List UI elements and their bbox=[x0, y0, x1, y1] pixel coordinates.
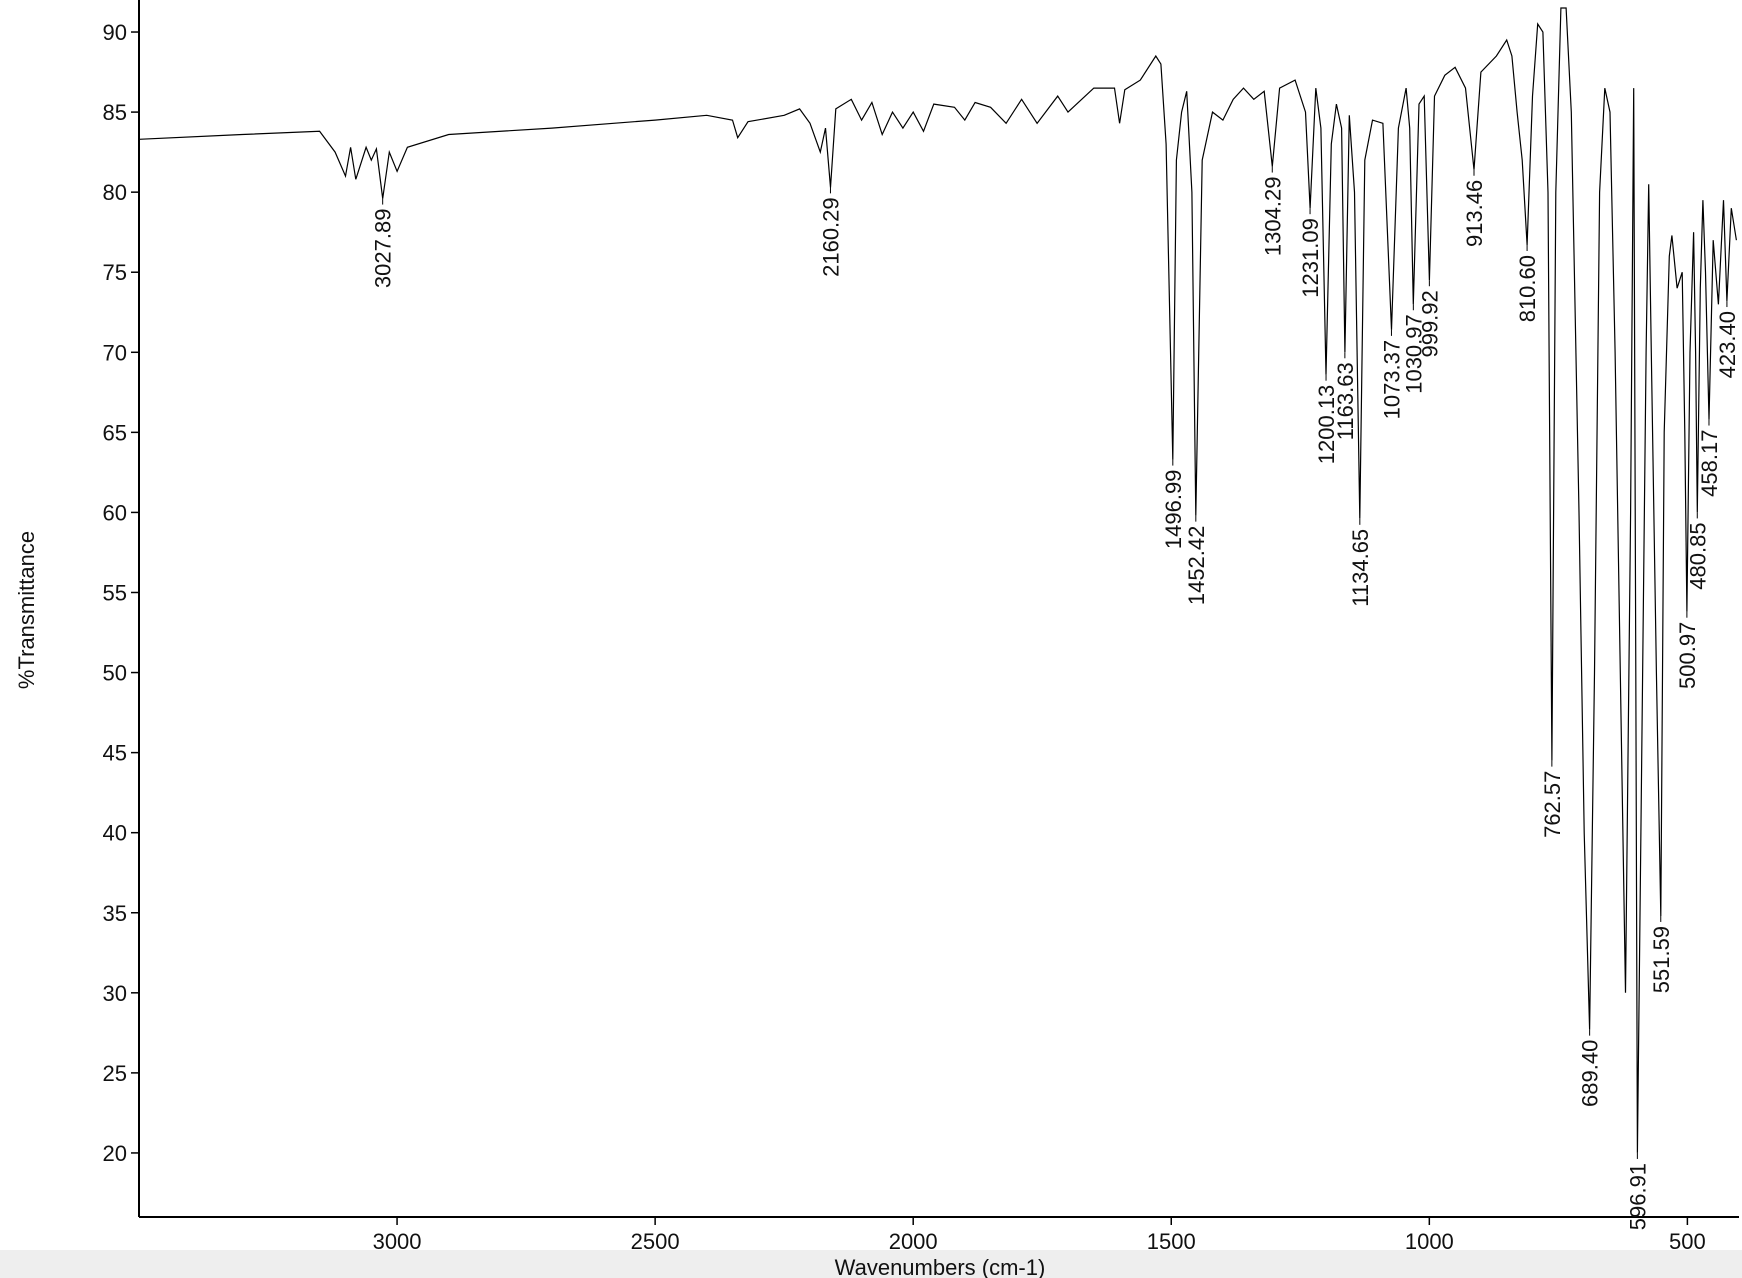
x-tick-label: 500 bbox=[1669, 1229, 1706, 1254]
x-axis-label: Wavenumbers (cm-1) bbox=[835, 1255, 1046, 1278]
y-tick-label: 20 bbox=[103, 1141, 127, 1166]
peak-label: 689.40 bbox=[1578, 1040, 1603, 1107]
peak-label: 762.57 bbox=[1540, 771, 1565, 838]
peak-label: 1200.13 bbox=[1314, 385, 1339, 465]
peak-label: 810.60 bbox=[1515, 255, 1540, 322]
peak-label: 3027.89 bbox=[371, 209, 396, 289]
y-tick-label: 50 bbox=[103, 661, 127, 686]
peak-label: 1304.29 bbox=[1260, 177, 1285, 257]
peak-label: 423.40 bbox=[1715, 311, 1740, 378]
y-tick-label: 45 bbox=[103, 741, 127, 766]
peak-label: 551.59 bbox=[1649, 926, 1674, 993]
peak-label: 1030.97 bbox=[1401, 314, 1426, 394]
peak-label: 1231.09 bbox=[1298, 218, 1323, 298]
y-axis-label: %Transmittance bbox=[14, 531, 39, 689]
peak-label: 458.17 bbox=[1697, 430, 1722, 497]
x-tick-label: 1000 bbox=[1405, 1229, 1454, 1254]
x-tick-label: 2500 bbox=[631, 1229, 680, 1254]
y-tick-label: 35 bbox=[103, 901, 127, 926]
x-tick-label: 1500 bbox=[1147, 1229, 1196, 1254]
y-tick-label: 55 bbox=[103, 580, 127, 605]
y-tick-label: 70 bbox=[103, 340, 127, 365]
footer-band bbox=[0, 1250, 1742, 1278]
peak-label: 913.46 bbox=[1462, 180, 1487, 247]
peak-label: 596.91 bbox=[1625, 1163, 1650, 1230]
y-tick-label: 30 bbox=[103, 981, 127, 1006]
y-tick-label: 40 bbox=[103, 821, 127, 846]
y-tick-label: 65 bbox=[103, 420, 127, 445]
y-tick-label: 25 bbox=[103, 1061, 127, 1086]
peak-label: 480.85 bbox=[1685, 522, 1710, 589]
y-tick-label: 60 bbox=[103, 500, 127, 525]
peak-label: 1496.99 bbox=[1161, 470, 1186, 550]
y-tick-label: 85 bbox=[103, 100, 127, 125]
peak-label: 1452.42 bbox=[1184, 526, 1209, 606]
y-tick-label: 80 bbox=[103, 180, 127, 205]
peak-label: 500.97 bbox=[1675, 622, 1700, 689]
peak-label: 1163.63 bbox=[1333, 362, 1358, 440]
x-tick-label: 2000 bbox=[889, 1229, 938, 1254]
peak-label: 999.92 bbox=[1417, 290, 1442, 357]
spectrum-line bbox=[138, 7, 1737, 1153]
peak-label: 2160.29 bbox=[818, 197, 843, 277]
x-tick-label: 3000 bbox=[373, 1229, 422, 1254]
y-tick-label: 90 bbox=[103, 20, 127, 45]
peak-label: 1134.65 bbox=[1348, 529, 1373, 607]
peak-label: 1073.37 bbox=[1379, 340, 1404, 420]
y-tick-label: 75 bbox=[103, 260, 127, 285]
